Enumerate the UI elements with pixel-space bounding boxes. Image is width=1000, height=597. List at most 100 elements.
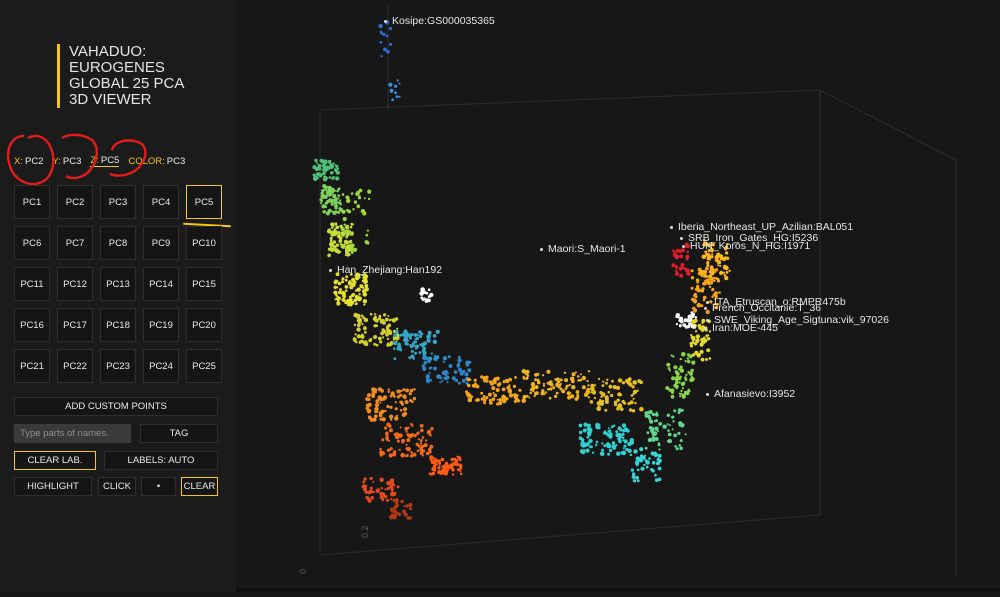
labels-auto-button[interactable]: LABELS: AUTO — [104, 451, 218, 470]
x-axis-key: X: — [14, 155, 23, 167]
tag-button[interactable]: TAG — [140, 424, 218, 443]
data-point — [684, 242, 689, 247]
pc-button-pc18[interactable]: PC18 — [100, 308, 136, 342]
highlight-button[interactable]: HIGHLIGHT — [14, 477, 92, 496]
clear-labels-button[interactable]: CLEAR LAB. — [14, 451, 96, 470]
data-point — [343, 229, 348, 235]
pc-button-pc21[interactable]: PC21 — [14, 349, 50, 383]
pc-button-pc25[interactable]: PC25 — [186, 349, 222, 383]
data-point — [406, 438, 411, 443]
data-point — [337, 194, 341, 197]
x-axis-value: PC2 — [24, 155, 44, 167]
data-point — [409, 507, 412, 511]
data-point — [425, 291, 429, 295]
data-point — [622, 447, 625, 450]
data-point — [353, 280, 357, 284]
pc-button-pc6[interactable]: PC6 — [14, 226, 50, 260]
color-axis-label[interactable]: COLOR: PC3 — [128, 156, 185, 167]
data-point — [430, 459, 433, 462]
data-point — [706, 348, 710, 352]
pc-button-pc23[interactable]: PC23 — [100, 349, 136, 383]
data-point — [715, 302, 719, 306]
pc-button-pc20[interactable]: PC20 — [186, 308, 222, 342]
pc-button-pc17[interactable]: PC17 — [57, 308, 93, 342]
data-point — [496, 398, 499, 401]
pca-3d-plot[interactable]: Kosipe:GS000035365 Iberia_Northeast_UP_Az… — [236, 0, 1000, 592]
data-point — [491, 386, 496, 391]
data-point — [330, 246, 333, 249]
data-point — [427, 288, 431, 292]
data-point — [364, 331, 367, 334]
data-point — [393, 357, 397, 360]
data-point — [387, 439, 391, 442]
pc-button-pc24[interactable]: PC24 — [143, 349, 179, 383]
pc-button-pc19[interactable]: PC19 — [143, 308, 179, 342]
data-point — [581, 375, 586, 381]
pc-button-pc4[interactable]: PC4 — [143, 185, 179, 219]
data-point — [621, 423, 627, 428]
data-point — [681, 394, 686, 399]
data-point — [615, 430, 619, 434]
data-point — [501, 394, 506, 399]
data-point — [514, 376, 517, 379]
data-point — [336, 167, 339, 171]
data-point — [341, 243, 344, 247]
pc-button-pc8[interactable]: PC8 — [100, 226, 136, 260]
data-point — [695, 278, 700, 283]
data-point — [339, 199, 342, 202]
pc-button-pc5[interactable]: PC5 — [186, 185, 222, 219]
pc-button-pc13[interactable]: PC13 — [100, 267, 136, 301]
data-point — [344, 278, 348, 282]
name-search-input[interactable] — [14, 424, 131, 443]
data-point — [640, 466, 645, 471]
data-point — [658, 422, 663, 426]
data-point — [525, 376, 529, 380]
data-point — [392, 506, 396, 510]
data-point — [672, 355, 675, 358]
data-point — [421, 332, 424, 336]
data-point — [395, 335, 400, 341]
click-button[interactable]: CLICK — [98, 477, 136, 496]
bullet-toggle-button[interactable]: • — [141, 477, 176, 496]
data-point — [403, 505, 406, 508]
pc-button-pc22[interactable]: PC22 — [57, 349, 93, 383]
x-axis-label[interactable]: X: PC2 — [14, 156, 43, 167]
data-point — [379, 447, 382, 451]
pc-button-pc12[interactable]: PC12 — [57, 267, 93, 301]
pc-button-pc15[interactable]: PC15 — [186, 267, 222, 301]
data-point — [489, 401, 493, 405]
data-point — [476, 398, 480, 402]
data-point — [675, 375, 679, 380]
pc-button-pc1[interactable]: PC1 — [14, 185, 50, 219]
y-axis-label[interactable]: Y: PC3 — [52, 156, 81, 167]
add-custom-points-button[interactable]: ADD CUSTOM POINTS — [14, 397, 218, 416]
pca-scatter-canvas[interactable] — [236, 0, 1000, 592]
data-point — [421, 297, 425, 301]
data-point — [682, 381, 686, 385]
pc-button-pc2[interactable]: PC2 — [57, 185, 93, 219]
pc-button-pc16[interactable]: PC16 — [14, 308, 50, 342]
pc-button-pc9[interactable]: PC9 — [143, 226, 179, 260]
pc-button-pc10[interactable]: PC10 — [186, 226, 222, 260]
data-point — [328, 191, 333, 195]
data-point — [417, 438, 420, 441]
data-point — [432, 334, 437, 338]
data-point — [568, 383, 571, 387]
data-point — [693, 318, 698, 323]
pc-button-pc11[interactable]: PC11 — [14, 267, 50, 301]
data-point — [725, 251, 729, 255]
pc-button-pc14[interactable]: PC14 — [143, 267, 179, 301]
pc-button-pc3[interactable]: PC3 — [100, 185, 136, 219]
data-point — [453, 457, 457, 461]
data-point — [679, 439, 683, 443]
data-point — [373, 315, 377, 319]
data-point — [708, 330, 712, 333]
data-point — [429, 433, 432, 437]
data-point — [334, 164, 337, 167]
pc-button-pc7[interactable]: PC7 — [57, 226, 93, 260]
clear-button[interactable]: CLEAR — [181, 477, 218, 496]
data-point — [398, 433, 403, 438]
data-point — [379, 401, 382, 404]
data-point — [590, 428, 593, 431]
data-point — [348, 298, 352, 302]
